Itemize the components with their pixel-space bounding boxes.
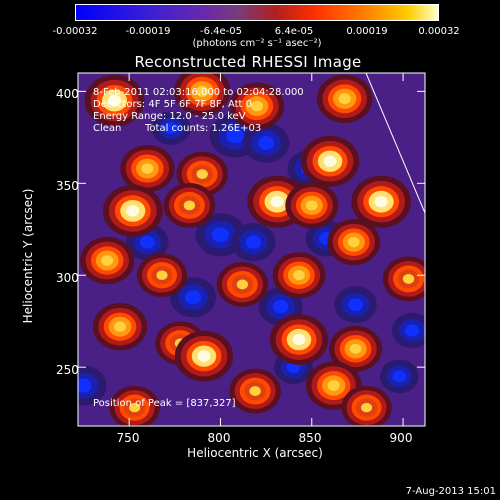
chart-title: Reconstructed RHESSI Image bbox=[134, 53, 362, 71]
coldspot-blob bbox=[78, 378, 92, 393]
colorbar-tick-label: -6.4e-05 bbox=[200, 26, 242, 37]
hotspot-blob bbox=[327, 380, 340, 391]
x-axis-label: Heliocentric X (arcsec) bbox=[187, 446, 323, 460]
y-tick-label: 400 bbox=[56, 87, 79, 101]
clean-method-text: Clean bbox=[93, 123, 122, 134]
colorbar-tick-label: -0.00019 bbox=[125, 26, 171, 37]
hotspot-blob bbox=[349, 343, 362, 354]
hotspot-blob bbox=[126, 205, 140, 217]
hotspot-blob bbox=[141, 163, 154, 174]
coldspot-blob bbox=[226, 127, 244, 144]
x-tick-label: 850 bbox=[298, 431, 322, 445]
y-tick-label: 350 bbox=[56, 179, 79, 193]
x-tick-label: 900 bbox=[389, 431, 413, 445]
plot-frame bbox=[77, 72, 426, 427]
solar-limb-line bbox=[365, 73, 425, 214]
hotspot-blob bbox=[293, 270, 305, 281]
hotspot-blob bbox=[270, 195, 284, 208]
hotspot-blob bbox=[323, 155, 337, 167]
coldspot-blob bbox=[139, 235, 155, 249]
coldspot-blob bbox=[211, 227, 230, 243]
footer-date: 7-Aug-2013 15:01 bbox=[405, 486, 496, 497]
coldspot-blob bbox=[392, 370, 407, 383]
hotspot-blob bbox=[338, 93, 351, 105]
hotspot-blob bbox=[292, 334, 306, 346]
hotspot-blob bbox=[156, 270, 168, 281]
coldspot-blob bbox=[185, 290, 202, 305]
hotspot-blob bbox=[402, 273, 415, 284]
colorbar-tick-label: 0.00019 bbox=[346, 26, 388, 37]
y-tick-label: 300 bbox=[56, 271, 79, 285]
coldspot-blob bbox=[164, 122, 178, 135]
hotspot-blob bbox=[114, 321, 126, 332]
axis-ticks bbox=[78, 73, 425, 426]
detectors-text: Detectors: 4F 5F 6F 7F 8F, Att 0 bbox=[93, 99, 253, 110]
hotspot-blob bbox=[196, 169, 208, 180]
coldspot-blob bbox=[405, 324, 420, 337]
y-tick-label: 250 bbox=[56, 363, 79, 377]
hotspot-blob bbox=[195, 85, 209, 97]
colorbar-tick-label: 6.4e-05 bbox=[274, 26, 314, 37]
coldspot-blob bbox=[348, 298, 364, 312]
hotspot-blob bbox=[305, 200, 318, 211]
hotspot-blob bbox=[249, 386, 261, 396]
hotspot-blob bbox=[107, 94, 122, 107]
x-tick-label: 750 bbox=[116, 431, 140, 445]
x-tick-label: 800 bbox=[207, 431, 231, 445]
hotspot-blob bbox=[361, 402, 373, 413]
hotspot-blob bbox=[101, 255, 114, 266]
energy-range-text: Energy Range: 12.0 - 25.0 keV bbox=[93, 111, 246, 122]
hotspot-blob bbox=[251, 100, 263, 112]
hotspot-blob bbox=[197, 350, 211, 362]
colorbar-unit-label: (photons cm⁻² s⁻¹ asec⁻²) bbox=[192, 38, 322, 49]
colorbar-tick-label: -0.00032 bbox=[52, 26, 98, 37]
hotspot-blob bbox=[183, 200, 196, 211]
colorbar-tick-label: 0.00032 bbox=[418, 26, 460, 37]
coldspot-blob bbox=[245, 235, 262, 249]
colorbar bbox=[75, 4, 439, 21]
hotspot-blob bbox=[374, 195, 388, 208]
hotspot-blob bbox=[129, 402, 141, 413]
total-counts-text: Total counts: 1.26E+03 bbox=[145, 123, 262, 134]
y-axis-label: Heliocentric Y (arcsec) bbox=[21, 188, 35, 324]
peak-position-text: Position of Peak = [837,327] bbox=[93, 398, 236, 409]
heatmap-image bbox=[78, 73, 425, 426]
hotspot-blob bbox=[236, 279, 249, 290]
time-range-text: 8-Feb-2011 02:03:16.000 to 02:04:28.000 bbox=[93, 87, 304, 98]
coldspot-blob bbox=[258, 135, 275, 150]
coldspot-blob bbox=[272, 299, 289, 314]
hotspot-blob bbox=[347, 237, 360, 248]
